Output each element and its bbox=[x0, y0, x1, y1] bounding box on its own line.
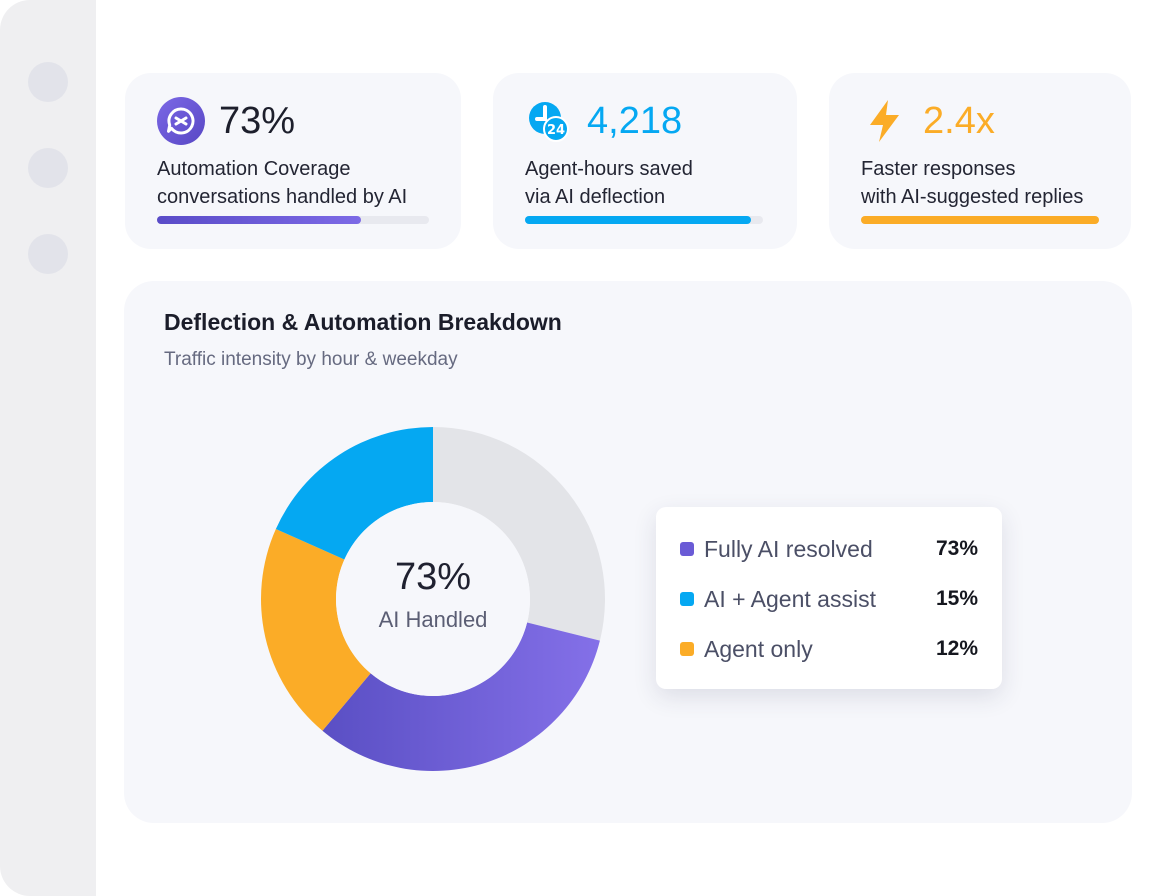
legend-label: Agent only bbox=[704, 635, 813, 662]
legend-value: 12% bbox=[935, 637, 978, 660]
slice-remaining bbox=[433, 427, 605, 641]
panel-title: Deflection & Automation Breakdown bbox=[164, 309, 562, 335]
kpi-label: Automation Coverage bbox=[157, 158, 351, 180]
kpi-description: Agent-hours saved via AI deflection bbox=[525, 155, 693, 211]
legend-swatch bbox=[680, 542, 694, 556]
panel-subtitle: Traffic intensity by hour & weekday bbox=[164, 349, 458, 370]
kpi-progress-fill bbox=[525, 216, 752, 224]
kpi-sublabel: conversations handled by AI bbox=[157, 186, 408, 208]
legend-label: Fully AI resolved bbox=[704, 535, 873, 562]
svg-text:24: 24 bbox=[547, 123, 565, 138]
kpi-progress-bar bbox=[157, 216, 429, 224]
kpi-description: Faster responses with AI-suggested repli… bbox=[861, 155, 1083, 211]
breakdown-panel: Deflection & Automation Breakdown Traffi… bbox=[124, 281, 1132, 823]
slice-fully-ai-resolved bbox=[322, 622, 600, 771]
kpi-card-faster-responses: 2.4x Faster responses with AI-suggested … bbox=[829, 73, 1131, 249]
chart-legend: Fully AI resolved 73% AI + Agent assist … bbox=[656, 507, 1002, 689]
legend-item-ai-agent-assist: AI + Agent assist 15% bbox=[680, 584, 978, 614]
kpi-value: 2.4x bbox=[923, 100, 995, 142]
legend-item-fully-ai: Fully AI resolved 73% bbox=[680, 534, 978, 564]
legend-item-agent-only: Agent only 12% bbox=[680, 634, 978, 664]
sidebar-nav-item-2[interactable] bbox=[28, 148, 68, 188]
kpi-card-hours-saved: 24 4,218 Agent-hours saved via AI deflec… bbox=[493, 73, 797, 249]
legend-value: 15% bbox=[935, 587, 978, 610]
kpi-progress-fill bbox=[157, 216, 361, 224]
kpi-value: 4,218 bbox=[587, 100, 683, 142]
kpi-card-automation: 73% Automation Coverage conversations ha… bbox=[125, 73, 461, 249]
legend-swatch bbox=[680, 592, 694, 606]
legend-swatch bbox=[680, 642, 694, 656]
donut-chart bbox=[261, 427, 605, 771]
kpi-label: Agent-hours saved bbox=[525, 158, 693, 180]
donut-hole bbox=[336, 502, 530, 696]
slice-ai-agent-assist bbox=[275, 427, 433, 560]
kpi-progress-bar bbox=[861, 216, 1099, 224]
sidebar-nav-item-1[interactable] bbox=[28, 62, 68, 102]
donut-center-value: 73% bbox=[394, 556, 472, 598]
kpi-description: Automation Coverage conversations handle… bbox=[157, 155, 407, 211]
ai-chat-icon bbox=[157, 97, 205, 145]
kpi-sublabel: via AI deflection bbox=[525, 186, 666, 208]
slice-agent-only bbox=[261, 529, 371, 731]
kpi-sublabel: with AI-suggested replies bbox=[861, 186, 1084, 208]
kpi-progress-fill bbox=[861, 216, 1099, 224]
kpi-value: 73% bbox=[219, 100, 296, 142]
donut-center-label: AI Handled bbox=[378, 607, 488, 632]
sidebar-nav-item-3[interactable] bbox=[28, 234, 68, 274]
kpi-label: Faster responses bbox=[861, 158, 1016, 180]
lightning-icon bbox=[861, 97, 909, 145]
24h-clock-icon: 24 bbox=[525, 97, 573, 145]
legend-label: AI + Agent assist bbox=[704, 585, 876, 612]
kpi-progress-bar bbox=[525, 216, 763, 224]
sidebar bbox=[0, 0, 96, 896]
legend-value: 73% bbox=[935, 537, 978, 560]
